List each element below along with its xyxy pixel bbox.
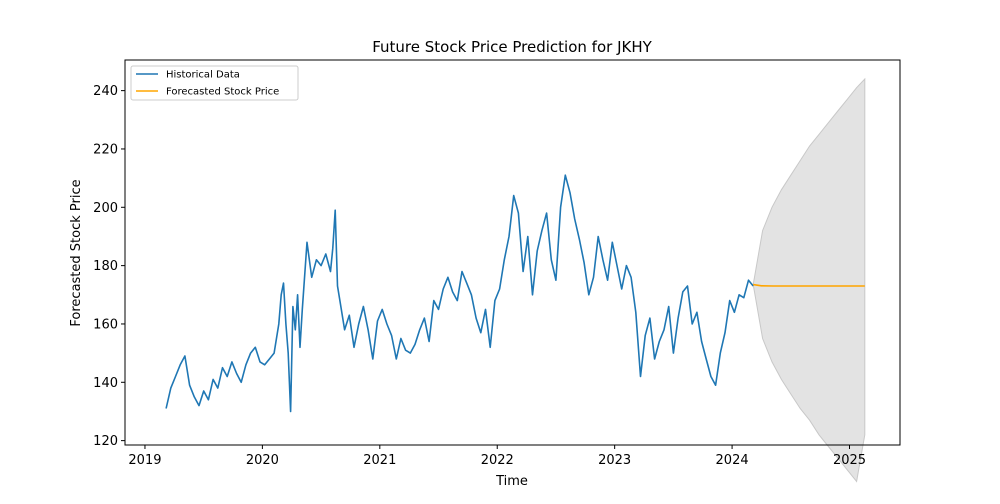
chart-title: Future Stock Price Prediction for JKHY (372, 38, 652, 56)
plot-area-frame (124, 59, 901, 446)
y-tick-label: 140 (93, 376, 118, 391)
y-axis-label: Forecasted Stock Price (69, 179, 84, 326)
x-tick-label: 2025 (833, 453, 866, 468)
forecast-line (753, 283, 865, 287)
y-tick-label: 160 (93, 317, 118, 332)
y-tick-label: 220 (93, 142, 118, 157)
x-tick-label: 2019 (128, 453, 161, 468)
y-tick-label: 120 (93, 434, 118, 449)
legend: Historical Data Forecasted Stock Price (130, 65, 299, 101)
x-tick-label: 2020 (246, 453, 279, 468)
x-axis-label: Time (495, 474, 528, 489)
y-tick-label: 240 (93, 84, 118, 99)
historical-data-line (165, 174, 754, 413)
y-tick-label: 180 (93, 259, 118, 274)
y-axis: 120 140 160 180 200 220 240 (93, 84, 125, 449)
x-tick-label: 2023 (598, 453, 631, 468)
x-tick-label: 2022 (481, 453, 514, 468)
x-tick-label: 2024 (716, 453, 749, 468)
y-tick-label: 200 (93, 201, 118, 216)
series-layer (165, 174, 865, 413)
x-axis: 2019 2020 2021 2022 2023 2024 2025 (128, 445, 866, 468)
confidence-band (752, 77, 866, 483)
legend-entry-historical-label: Historical Data (166, 70, 240, 81)
confidence-band-layer (752, 77, 866, 483)
legend-box (130, 65, 299, 101)
legend-entry-forecast-label: Forecasted Stock Price (166, 87, 279, 98)
x-tick-label: 2021 (363, 453, 396, 468)
